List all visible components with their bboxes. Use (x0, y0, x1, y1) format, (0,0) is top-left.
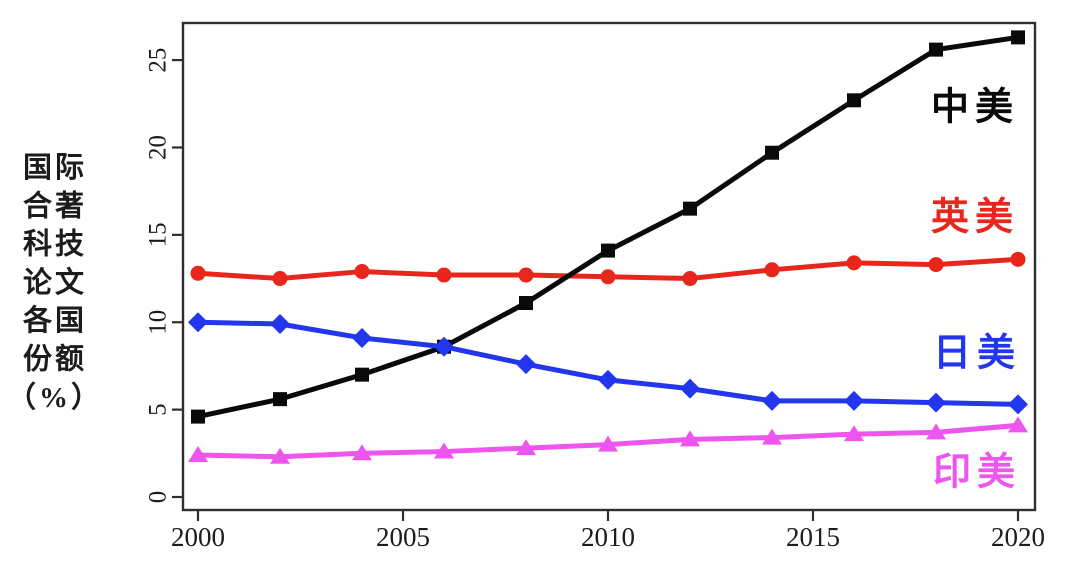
diamond-marker (680, 378, 700, 399)
x-tick-label: 2010 (581, 522, 635, 552)
triangle-marker (1008, 416, 1028, 433)
series-3: 印美 (188, 416, 1028, 494)
y-tick-label: 5 (145, 403, 172, 416)
x-tick-label: 2020 (991, 522, 1045, 552)
square-marker (929, 42, 943, 57)
square-marker (601, 243, 615, 258)
y-axis-title-line: 论文 (23, 265, 87, 299)
square-marker (1011, 30, 1025, 45)
triangle-marker (926, 423, 946, 440)
diamond-marker (352, 327, 372, 348)
y-tick-label: 25 (145, 48, 172, 73)
diamond-marker (844, 390, 864, 411)
circle-marker (272, 271, 288, 287)
triangle-marker (598, 435, 618, 452)
diamond-marker (598, 369, 618, 390)
square-marker (519, 296, 533, 311)
square-marker (355, 367, 369, 382)
triangle-marker (516, 439, 536, 456)
circle-marker (1010, 251, 1026, 267)
circle-marker (354, 264, 370, 280)
triangle-marker (270, 447, 290, 464)
plot-frame (181, 21, 1037, 512)
diamond-marker (516, 354, 536, 375)
y-axis: 0 5 10 15 20 25 (145, 48, 183, 504)
circle-marker (928, 257, 944, 273)
circle-marker (190, 265, 206, 281)
y-axis-title-line: 各国 (22, 303, 87, 337)
x-tick-label: 2015 (786, 522, 840, 552)
circle-marker (436, 267, 452, 283)
series-line (195, 34, 1021, 420)
series-label: 英美 (931, 196, 1019, 238)
x-tick-label: 2005 (376, 522, 430, 552)
x-tick-label: 2000 (171, 522, 225, 552)
series-label: 日美 (933, 333, 1021, 375)
square-marker (683, 201, 697, 216)
y-tick-label: 15 (145, 222, 172, 247)
circle-marker (518, 267, 534, 283)
series-label: 中美 (931, 86, 1019, 128)
series-line (195, 319, 1021, 407)
square-marker (765, 145, 779, 160)
y-axis-title-line: 国际 (23, 152, 87, 184)
diamond-marker (762, 390, 782, 411)
diamond-marker (188, 312, 208, 333)
series-0: 中美 (191, 30, 1025, 424)
square-marker (847, 93, 861, 108)
y-tick-label: 0 (145, 491, 172, 504)
y-axis-title-line: 份额 (23, 343, 87, 376)
triangle-marker (762, 428, 782, 445)
y-axis-title-line: （%） (7, 381, 103, 414)
circle-marker (600, 269, 616, 285)
circle-marker (682, 271, 698, 287)
circle-marker (764, 262, 780, 278)
diamond-marker (270, 313, 290, 334)
triangle-marker (352, 444, 372, 461)
triangle-marker (680, 430, 700, 447)
series-label: 印美 (933, 452, 1021, 494)
triangle-marker (434, 442, 454, 459)
triangle-marker (844, 425, 864, 442)
diamond-marker (926, 392, 946, 413)
circle-marker (846, 255, 862, 271)
diamond-marker (1008, 394, 1028, 415)
series-2: 日美 (188, 312, 1028, 415)
x-axis: 2000 2005 2010 2015 2020 (171, 510, 1045, 552)
triangle-marker (188, 446, 208, 463)
square-marker (273, 392, 287, 407)
y-axis-title-line: 合著 (23, 189, 87, 222)
y-tick-label: 10 (145, 310, 172, 335)
y-tick-label: 20 (145, 135, 172, 160)
diamond-marker (434, 336, 454, 357)
square-marker (191, 409, 205, 424)
series-1: 英美 (190, 196, 1026, 287)
y-axis-title-line: 科技 (23, 228, 87, 261)
